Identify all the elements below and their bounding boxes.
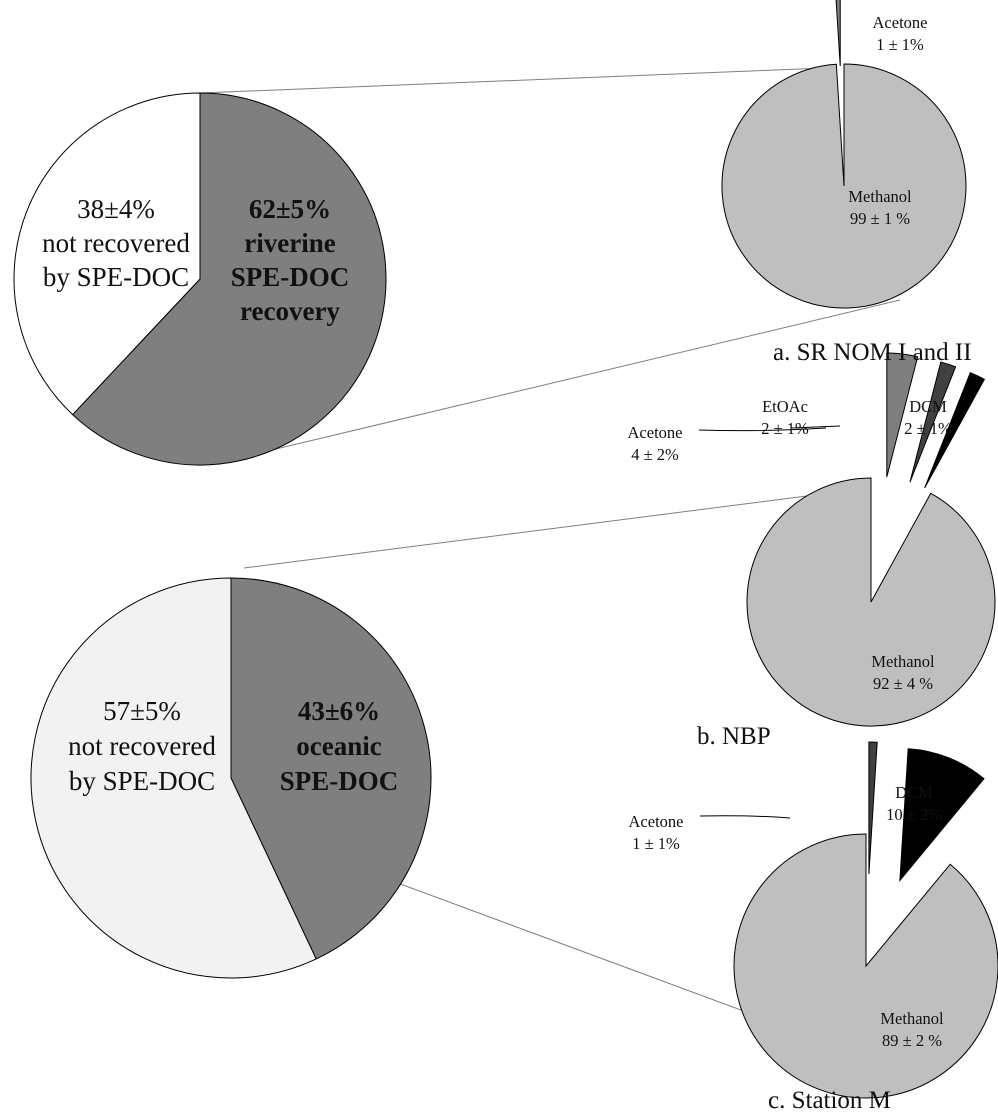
label-oceanic-not-recovered-line-2: not recovered xyxy=(68,731,216,761)
label-c-methanol-line-2: 89 ± 2 % xyxy=(882,1031,942,1050)
label-a-methanol-line-2: 99 ± 1 % xyxy=(850,209,910,228)
leader-line-b-acetone xyxy=(698,427,827,432)
label-b-etoac-line-1: EtOAc xyxy=(762,397,808,416)
label-b-acetone-line-2: 4 ± 2% xyxy=(631,445,679,464)
chart-labels: 38±4% not recovered by SPE-DOC 62±5% riverin… xyxy=(42,13,971,1114)
connector-line-b-top xyxy=(243,491,839,569)
label-b-methanol-line-2: 92 ± 4 % xyxy=(873,674,933,693)
leader-line-b-etoac xyxy=(791,425,841,429)
label-riverine-recovery-line-3: SPE-DOC xyxy=(231,262,350,292)
slice-oceanic-spe-doc xyxy=(230,577,432,960)
pie-oceanic xyxy=(30,577,432,979)
caption-c-line-1: c. Station M xyxy=(768,1087,891,1114)
label-riverine-recovery-line-2: riverine xyxy=(244,228,335,258)
slice-methanol xyxy=(733,833,998,1099)
slice-not-recovered-by-spe-doc xyxy=(13,92,201,416)
pie-riverine xyxy=(13,92,387,466)
label-riverine-recovery-line-1: 62±5% xyxy=(249,194,331,224)
slice-dcm xyxy=(899,748,985,882)
label-riverine-recovery-line-4: recovery xyxy=(240,296,340,326)
pie-nbp xyxy=(746,352,996,727)
label-leader-lines xyxy=(698,425,841,819)
label-oceanic-recovery-line-1: 43±6% xyxy=(298,696,380,726)
label-c-acetone-line-2: 1 ± 1% xyxy=(632,834,680,853)
label-riverine-not-recovered-line-2: not recovered xyxy=(42,228,190,258)
label-b-etoac-line-2: 2 ± 1% xyxy=(761,419,809,438)
caption-a-line-1: a. SR NOM I and II xyxy=(773,339,972,366)
label-c-acetone-line-1: Acetone xyxy=(629,812,684,831)
label-b-dcm-line-2: 2 ± 1% xyxy=(904,419,952,438)
slice-etoac xyxy=(909,361,957,483)
slice-acetone xyxy=(835,0,841,67)
label-a-methanol-line-1: Methanol xyxy=(848,187,912,206)
label-b-dcm-line-1: DCM xyxy=(909,397,947,416)
label-a-acetone-line-1: Acetone xyxy=(873,13,928,32)
caption-b-line-1: b. NBP xyxy=(697,723,771,750)
slice-not-recovered-by-spe-doc xyxy=(30,577,317,979)
label-b-acetone-line-1: Acetone xyxy=(628,423,683,442)
slice-riverine-spe-doc-recovery xyxy=(71,92,387,466)
slice-methanol xyxy=(746,477,996,727)
label-riverine-not-recovered-line-3: by SPE-DOC xyxy=(43,262,189,292)
slice-methanol xyxy=(721,63,967,309)
label-riverine-not-recovered-line-1: 38±4% xyxy=(77,194,155,224)
label-b-methanol-line-1: Methanol xyxy=(871,652,935,671)
label-oceanic-not-recovered-line-1: 57±5% xyxy=(103,696,181,726)
slice-acetone xyxy=(886,352,919,478)
slice-acetone xyxy=(868,741,878,875)
label-c-dcm-line-2: 10 ± 2% xyxy=(886,805,942,824)
label-oceanic-not-recovered-line-3: by SPE-DOC xyxy=(69,766,215,796)
pie-sr-nom xyxy=(721,0,967,309)
label-oceanic-recovery-line-3: SPE-DOC xyxy=(280,766,399,796)
label-c-methanol-line-1: Methanol xyxy=(880,1009,944,1028)
pie-station-m xyxy=(733,741,998,1099)
leader-line-c-acetone xyxy=(699,815,791,819)
label-oceanic-recovery-line-2: oceanic xyxy=(296,731,381,761)
connector-line-a-bottom xyxy=(229,299,901,461)
connector-line-a-top xyxy=(199,67,827,94)
label-c-dcm-line-1: DCM xyxy=(895,783,933,802)
slice-dcm xyxy=(924,372,986,489)
label-a-acetone-line-2: 1 ± 1% xyxy=(876,35,924,54)
